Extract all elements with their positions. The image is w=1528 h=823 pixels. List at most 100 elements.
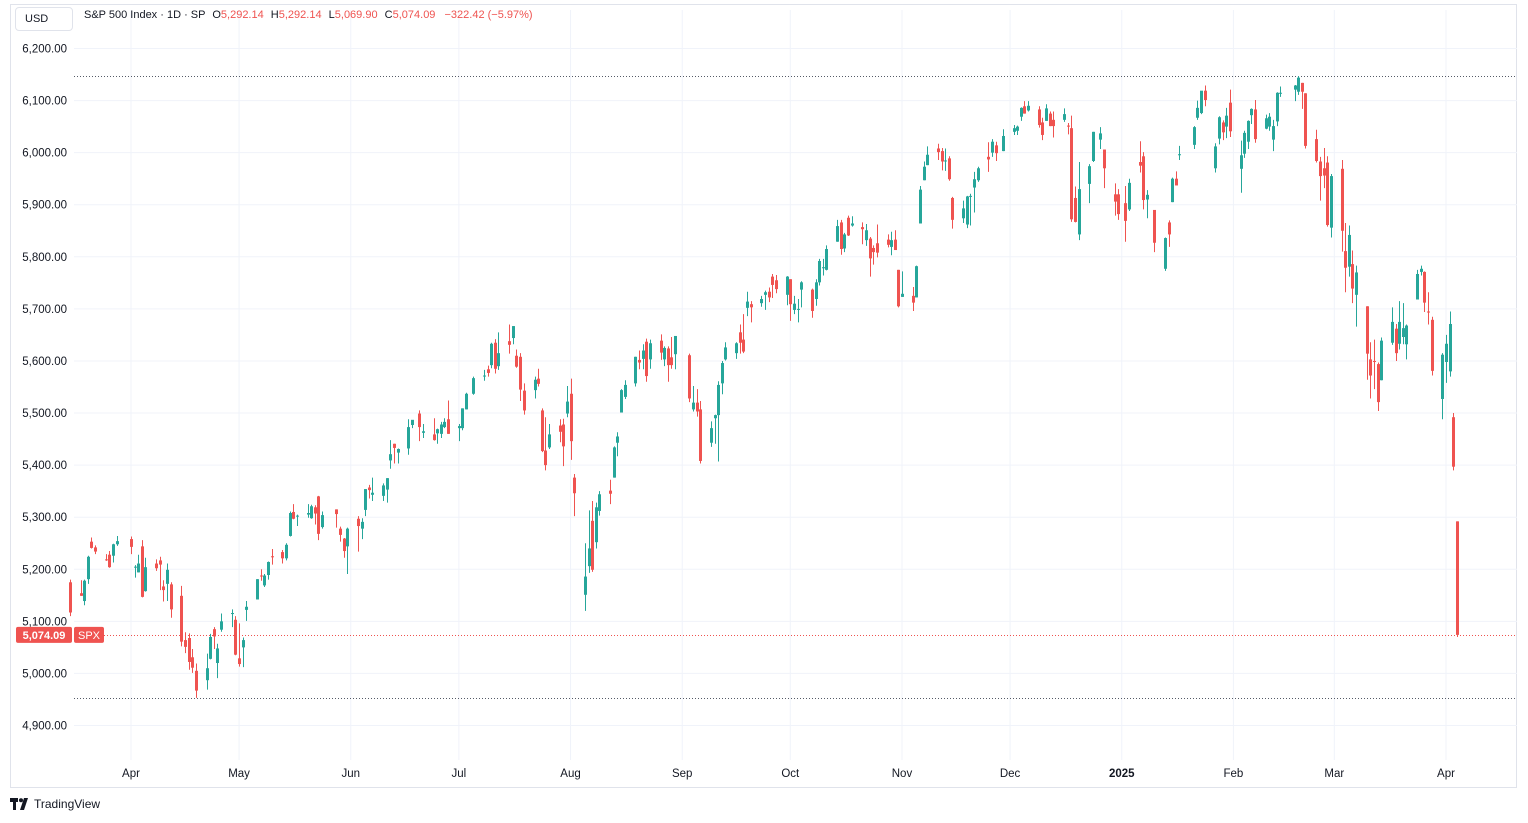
candle [890, 231, 893, 256]
candle-body [234, 619, 237, 655]
price-tick-label: 6,200.00 [22, 44, 67, 56]
candle-body [1117, 194, 1120, 215]
candle [465, 392, 468, 410]
high-value: 5,292.14 [278, 9, 322, 21]
candle [1380, 337, 1383, 381]
candle [260, 569, 263, 581]
candle-body [105, 559, 108, 561]
candle [361, 518, 364, 540]
candle [335, 509, 338, 528]
time-tick-label: Nov [892, 768, 913, 780]
candle-body [1139, 162, 1142, 166]
candle [134, 565, 137, 578]
candle-body [267, 561, 270, 575]
last-price-value: 5,074.09 [23, 630, 66, 642]
candle-body [735, 343, 738, 354]
candle-body [1304, 93, 1307, 146]
candle-body [206, 668, 209, 681]
candle [1279, 86, 1282, 97]
candle-body [1272, 126, 1275, 140]
candle [1272, 119, 1275, 152]
currency-button[interactable]: USD [15, 7, 73, 31]
candle [825, 245, 828, 271]
candle-body [634, 356, 637, 384]
candle-body [490, 343, 493, 366]
candles [69, 76, 1459, 698]
candle-body [1214, 146, 1217, 169]
candle [872, 245, 875, 265]
candle [739, 324, 742, 354]
time-tick-label: Mar [1324, 768, 1344, 780]
candle-body [458, 426, 461, 429]
candle-body [570, 393, 573, 442]
candle-body [209, 636, 212, 659]
candle [108, 551, 111, 568]
candle [724, 342, 727, 361]
candle [649, 339, 652, 369]
candle [541, 408, 544, 453]
candle-body [141, 546, 144, 597]
candle-body [1380, 340, 1383, 381]
candle [87, 555, 90, 584]
candle [393, 443, 396, 464]
candle [234, 616, 237, 656]
candle [162, 580, 165, 602]
candle [188, 633, 191, 670]
candle [155, 559, 158, 571]
candle-body [714, 415, 717, 419]
candle-body [1092, 131, 1095, 161]
candle [692, 385, 695, 412]
candle [310, 504, 313, 519]
candle [948, 156, 951, 181]
candle [1420, 265, 1423, 276]
candle [1326, 156, 1329, 227]
candle [915, 265, 918, 298]
candle [512, 326, 515, 345]
candle [591, 501, 594, 572]
candle [544, 417, 547, 471]
candle [559, 419, 562, 443]
candle-body [515, 355, 518, 367]
candle-body [1445, 343, 1448, 363]
candle [170, 582, 173, 618]
candle-body [440, 424, 443, 434]
footer-brand[interactable]: TradingView [10, 797, 100, 811]
candle-body [1088, 166, 1091, 184]
candle-body [847, 217, 850, 236]
candle-body [660, 340, 663, 353]
last-price-tag: 5,074.09 SPX [16, 626, 104, 643]
candle [1153, 209, 1156, 253]
candle [289, 511, 292, 537]
candle [1315, 129, 1318, 163]
candle-body [688, 355, 691, 399]
candle [184, 632, 187, 654]
candle [566, 385, 569, 418]
close-value: 5,074.09 [392, 9, 436, 21]
candle-body [1369, 359, 1372, 376]
candle-body [418, 413, 421, 428]
candle-body [789, 279, 792, 305]
candle [717, 381, 720, 462]
candle [588, 510, 591, 573]
candle-body [1240, 155, 1243, 169]
candle [688, 353, 691, 403]
chart-panel[interactable] [10, 4, 1517, 788]
candle-body [969, 195, 972, 197]
candle [1265, 114, 1268, 130]
candle-body [216, 648, 219, 664]
candle-body [1279, 92, 1282, 94]
candle-body [260, 575, 263, 577]
symbol-title: S&P 500 Index · 1D · SP [84, 9, 206, 21]
candle-body [1420, 268, 1423, 272]
candle [1204, 85, 1207, 107]
candle [660, 334, 663, 360]
candle-body [1427, 311, 1430, 313]
candle-body [512, 326, 515, 339]
change-value: −322.42 (−5.97%) [444, 9, 533, 21]
candle-body [1027, 105, 1030, 111]
candle [919, 185, 922, 224]
candle [263, 573, 266, 587]
candle-body [901, 293, 904, 297]
candle-body [588, 548, 591, 567]
